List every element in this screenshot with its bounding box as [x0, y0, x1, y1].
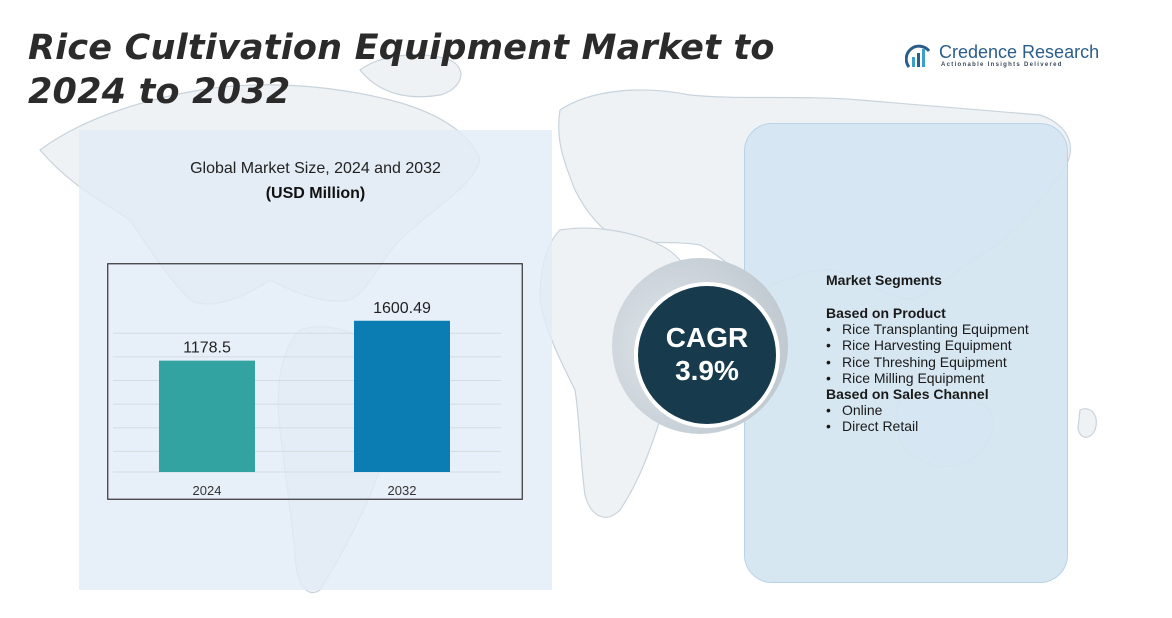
- chart-title: Global Market Size, 2024 and 2032: [190, 160, 441, 177]
- list-item: Rice Harvesting Equipment: [826, 337, 1061, 353]
- brand-logo: Credence Research Actionable Insights De…: [905, 40, 1099, 74]
- list-item: Rice Threshing Equipment: [826, 354, 1061, 370]
- x-tick-label-2032: 2032: [388, 483, 417, 498]
- market-segments: Market Segments Based on Product Rice Tr…: [826, 272, 1061, 435]
- page-title: Rice Cultivation Equipment Market to 202…: [28, 28, 775, 112]
- cagr-badge: CAGR 3.9%: [634, 282, 780, 428]
- data-label-2032: 1600.49: [373, 300, 431, 317]
- x-tick-label-2024: 2024: [193, 483, 222, 498]
- list-item: Rice Milling Equipment: [826, 370, 1061, 386]
- list-item: Rice Transplanting Equipment: [826, 321, 1061, 337]
- segments-heading: Market Segments: [826, 272, 942, 288]
- market-size-bar-chart: 1178.5 2024 1600.49 2032: [107, 263, 523, 500]
- bar-2024: [159, 360, 255, 472]
- segment-list-sales-channel: Online Direct Retail: [826, 402, 1061, 435]
- cagr-label: CAGR: [665, 322, 749, 353]
- data-label-2024: 1178.5: [183, 340, 231, 357]
- market-size-panel: [79, 130, 552, 590]
- brand-tagline: Actionable Insights Delivered: [941, 62, 1063, 68]
- bar-chart-arc-icon: [905, 44, 931, 68]
- segment-group-title: Based on Product: [826, 305, 946, 321]
- segment-list-product: Rice Transplanting Equipment Rice Harves…: [826, 321, 1061, 386]
- brand-name: Credence Research: [939, 42, 1100, 62]
- cagr-value: 3.9%: [675, 355, 739, 386]
- list-item: Online: [826, 402, 1061, 418]
- list-item: Direct Retail: [826, 418, 1061, 434]
- segment-group-title: Based on Sales Channel: [826, 386, 989, 403]
- chart-unit: (USD Million): [265, 185, 366, 202]
- bar-2032: [354, 320, 450, 472]
